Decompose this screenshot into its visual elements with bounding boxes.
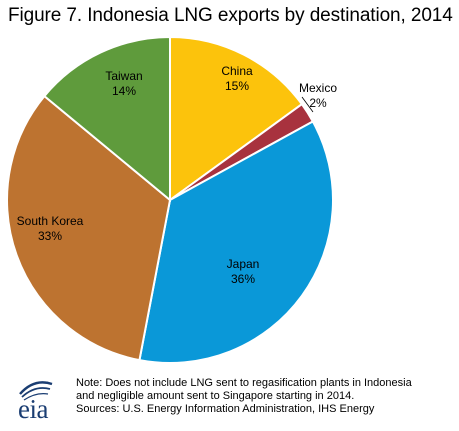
pie-slice-japan: [138, 120, 334, 364]
note-line-2: and negligible amount sent to Singapore …: [76, 390, 355, 402]
slice-value-south-korea: 33%: [38, 229, 62, 243]
chart-title: Figure 7. Indonesia LNG exports by desti…: [8, 5, 453, 26]
slice-label-taiwan: Taiwan: [105, 69, 142, 83]
slice-label-south-korea: South Korea: [17, 214, 84, 228]
slice-value-china: 15%: [225, 79, 249, 93]
slice-value-mexico: 2%: [309, 96, 327, 110]
pie-slice-china: [169, 35, 304, 202]
pie-slice-south-korea: [6, 94, 172, 362]
eia-logo-arcs-icon: [19, 381, 53, 401]
slice-value-japan: 36%: [231, 272, 255, 286]
note-line-1: Note: Does not include LNG sent to regas…: [76, 377, 412, 389]
chart-notes: Note: Does not include LNG sent to regas…: [76, 377, 456, 416]
slice-label-mexico: Mexico: [299, 81, 337, 95]
eia-logo: eia: [8, 374, 64, 426]
pie-slices: [6, 35, 334, 364]
slice-value-taiwan: 14%: [112, 84, 136, 98]
note-line-3: Sources: U.S. Energy Information Adminis…: [76, 403, 375, 415]
eia-logo-text: eia: [18, 394, 48, 424]
pie-slice-taiwan: [43, 35, 171, 203]
leader-line-mexico: [301, 96, 314, 113]
slice-label-china: China: [221, 64, 253, 78]
slice-label-japan: Japan: [227, 257, 260, 271]
